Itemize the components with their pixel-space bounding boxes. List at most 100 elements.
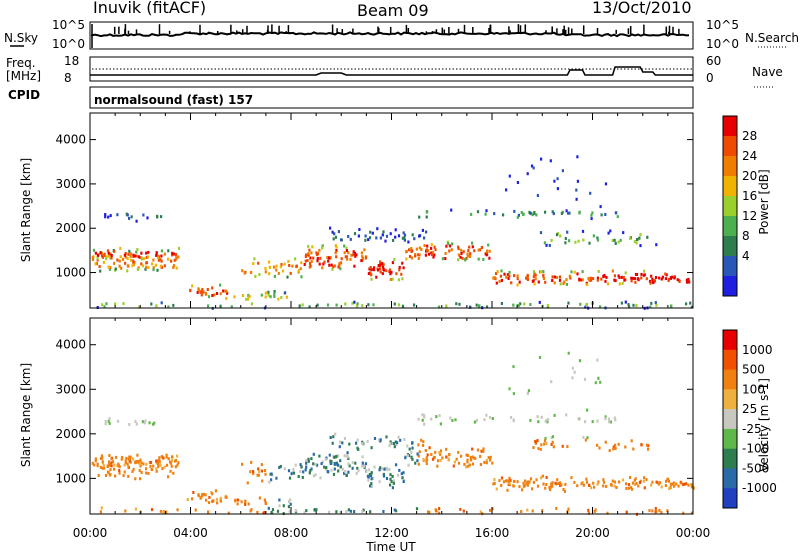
heatmap-cell bbox=[186, 498, 189, 501]
heatmap-cell bbox=[101, 460, 104, 464]
heatmap-cell bbox=[625, 487, 628, 490]
heatmap-cell bbox=[391, 277, 394, 281]
heatmap-cell bbox=[471, 245, 474, 249]
heatmap-cell bbox=[402, 231, 405, 235]
heatmap-cell bbox=[648, 279, 652, 283]
heatmap-cell bbox=[430, 453, 433, 456]
power-colorbar-swatch bbox=[723, 236, 737, 257]
heatmap-cell bbox=[539, 476, 543, 480]
heatmap-cell bbox=[108, 454, 111, 457]
heatmap-cell bbox=[156, 268, 159, 272]
heatmap-cell bbox=[271, 508, 275, 512]
heatmap-cell bbox=[692, 486, 695, 490]
heatmap-cell bbox=[534, 440, 537, 444]
heatmap-cell bbox=[682, 511, 685, 515]
heatmap-cell bbox=[109, 473, 112, 477]
heatmap-cell bbox=[485, 209, 488, 213]
heatmap-cell bbox=[335, 303, 338, 307]
heatmap-cell bbox=[140, 251, 143, 255]
heatmap-cell bbox=[627, 483, 631, 487]
heatmap-cell bbox=[332, 472, 336, 476]
power-ytick-label: 1000 bbox=[55, 266, 86, 280]
heatmap-cell bbox=[685, 278, 688, 282]
heatmap-cell bbox=[468, 245, 471, 249]
heatmap-cell bbox=[110, 254, 113, 257]
heatmap-cell bbox=[391, 486, 394, 490]
velocity-colorbar-tick: -500 bbox=[742, 461, 769, 475]
heatmap-cell bbox=[596, 358, 599, 362]
heatmap-cell bbox=[638, 481, 641, 484]
heatmap-cell bbox=[109, 468, 112, 472]
heatmap-cell bbox=[655, 243, 658, 247]
cpid-text: normalsound (fast) 157 bbox=[94, 93, 253, 107]
heatmap-cell bbox=[589, 191, 592, 195]
heatmap-cell bbox=[596, 236, 599, 240]
heatmap-cell bbox=[353, 232, 357, 236]
heatmap-cell bbox=[116, 258, 119, 262]
heatmap-cell bbox=[576, 484, 579, 488]
heatmap-cell bbox=[493, 276, 496, 280]
heatmap-cell bbox=[135, 460, 138, 464]
heatmap-cell bbox=[334, 244, 337, 248]
heatmap-cell bbox=[367, 272, 370, 276]
heatmap-cell bbox=[343, 471, 346, 475]
heatmap-cell bbox=[508, 481, 511, 485]
heatmap-cell bbox=[588, 483, 591, 487]
heatmap-cell bbox=[604, 182, 608, 186]
heatmap-cell bbox=[548, 244, 551, 247]
heatmap-cell bbox=[581, 270, 584, 274]
nave-tick-top: 60 bbox=[706, 54, 721, 68]
heatmap-cell bbox=[466, 254, 469, 258]
heatmap-cell bbox=[452, 464, 455, 468]
heatmap-cell bbox=[613, 278, 616, 282]
heatmap-cell bbox=[283, 262, 286, 266]
velocity-colorbar-swatch bbox=[723, 389, 737, 410]
heatmap-cell bbox=[152, 422, 155, 426]
heatmap-cell bbox=[685, 302, 688, 306]
heatmap-cell bbox=[289, 502, 292, 506]
heatmap-cell bbox=[107, 251, 110, 255]
heatmap-cell bbox=[273, 292, 276, 296]
heatmap-cell bbox=[645, 277, 648, 281]
heatmap-cell bbox=[479, 463, 482, 466]
heatmap-cell bbox=[384, 239, 387, 243]
heatmap-cell bbox=[332, 265, 335, 269]
heatmap-cell bbox=[107, 215, 110, 219]
nsky-label: N.Sky bbox=[4, 31, 38, 45]
heatmap-cell bbox=[580, 278, 583, 282]
heatmap-cell bbox=[305, 459, 308, 463]
heatmap-cell bbox=[591, 211, 594, 215]
heatmap-cell bbox=[257, 473, 260, 477]
heatmap-cell bbox=[545, 483, 548, 486]
heatmap-cell bbox=[151, 468, 154, 472]
heatmap-cell bbox=[131, 470, 134, 473]
heatmap-cell bbox=[638, 236, 641, 240]
heatmap-cell bbox=[435, 415, 438, 419]
heatmap-cell bbox=[402, 480, 405, 484]
heatmap-cell bbox=[599, 205, 602, 209]
heatmap-cell bbox=[347, 251, 350, 255]
power-colorbar-tick: 20 bbox=[742, 169, 757, 183]
heatmap-cell bbox=[124, 509, 127, 513]
heatmap-cell bbox=[107, 471, 110, 475]
heatmap-cell bbox=[331, 267, 334, 271]
heatmap-cell bbox=[156, 215, 159, 219]
heatmap-cell bbox=[531, 487, 534, 491]
heatmap-cell bbox=[361, 304, 364, 308]
heatmap-cell bbox=[523, 302, 526, 306]
heatmap-cell bbox=[397, 473, 400, 477]
heatmap-cell bbox=[263, 511, 266, 514]
heatmap-cell bbox=[471, 447, 474, 451]
heatmap-cell bbox=[134, 477, 137, 481]
heatmap-cell bbox=[327, 470, 330, 474]
heatmap-cell bbox=[654, 301, 657, 305]
heatmap-cell bbox=[379, 260, 382, 264]
heatmap-cell bbox=[512, 365, 515, 369]
heatmap-cell bbox=[275, 264, 278, 268]
heatmap-cell bbox=[478, 304, 481, 308]
power-colorbar-swatch bbox=[723, 276, 737, 297]
heatmap-cell bbox=[212, 499, 215, 503]
heatmap-cell bbox=[561, 169, 564, 173]
heatmap-cell bbox=[680, 481, 683, 485]
heatmap-cell bbox=[110, 464, 113, 468]
